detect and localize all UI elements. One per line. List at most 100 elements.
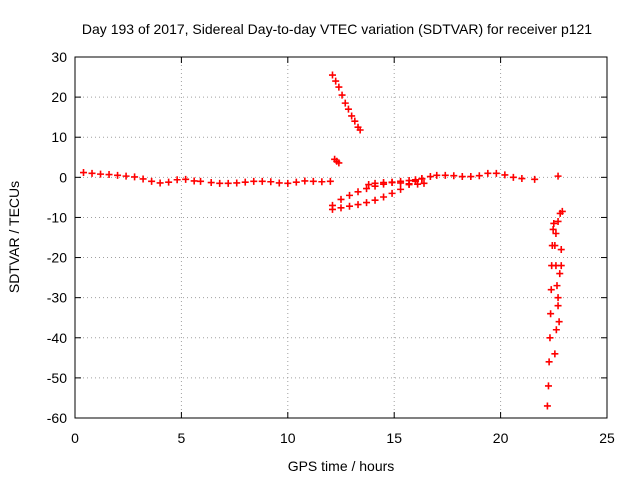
data-point xyxy=(114,171,122,179)
data-point xyxy=(553,282,561,290)
data-point xyxy=(267,178,275,186)
data-point xyxy=(363,199,371,207)
series-mid-band xyxy=(365,178,428,189)
x-tick-label: 10 xyxy=(280,430,296,446)
data-point xyxy=(556,270,564,278)
data-point xyxy=(354,201,362,209)
series-group xyxy=(80,71,566,410)
data-point xyxy=(397,185,405,193)
data-point xyxy=(88,169,96,177)
data-point xyxy=(405,180,413,188)
data-point xyxy=(335,159,343,167)
series-short-cluster xyxy=(331,155,343,167)
x-tick-label: 15 xyxy=(386,430,402,446)
data-point xyxy=(549,225,557,233)
data-point xyxy=(365,181,373,189)
data-point xyxy=(131,173,139,181)
data-point xyxy=(275,179,283,187)
data-point xyxy=(554,302,562,310)
data-point xyxy=(233,179,241,187)
data-point xyxy=(241,178,249,186)
data-point xyxy=(543,402,551,410)
data-point xyxy=(344,105,352,113)
data-point xyxy=(337,195,345,203)
data-point xyxy=(139,175,147,183)
data-point xyxy=(458,173,466,181)
data-point xyxy=(547,310,555,318)
data-point xyxy=(326,177,334,185)
data-point xyxy=(554,172,562,180)
x-tick-label: 0 xyxy=(71,430,79,446)
x-axis-label: GPS time / hours xyxy=(288,458,395,474)
data-point xyxy=(450,172,458,180)
data-point xyxy=(545,358,553,366)
data-point xyxy=(388,189,396,197)
series-deep-descent xyxy=(543,207,566,410)
data-point xyxy=(182,175,190,183)
data-point xyxy=(467,173,475,181)
data-point xyxy=(518,175,526,183)
data-point xyxy=(122,172,130,180)
data-point xyxy=(332,77,340,85)
data-point xyxy=(354,188,362,196)
data-point xyxy=(484,169,492,177)
y-tick-label: -20 xyxy=(47,250,67,266)
data-point xyxy=(501,171,509,179)
y-tick-label: -50 xyxy=(47,370,67,386)
data-point xyxy=(552,229,560,237)
data-point xyxy=(258,177,266,185)
chart-title: Day 193 of 2017, Sidereal Day-to-day VTE… xyxy=(82,21,592,37)
data-point xyxy=(156,179,164,187)
series-main-band xyxy=(80,169,334,187)
plot-frame xyxy=(74,56,608,419)
y-tick-label: -30 xyxy=(47,290,67,306)
axis-ticks: 0 5 10 15 20 25 -60 -50 -40 -30 -20 -10 0 10 20 30 xyxy=(47,49,615,446)
data-point xyxy=(388,178,396,186)
data-point xyxy=(475,172,483,180)
data-point xyxy=(371,196,379,204)
data-point xyxy=(418,175,426,183)
data-point xyxy=(301,177,309,185)
data-point xyxy=(338,91,346,99)
data-point xyxy=(328,205,336,213)
data-point xyxy=(509,173,517,181)
data-point xyxy=(551,242,559,250)
data-point xyxy=(80,169,88,177)
data-point xyxy=(216,179,224,187)
y-tick-label: -40 xyxy=(47,330,67,346)
data-point xyxy=(554,294,562,302)
y-tick-label: -10 xyxy=(47,209,67,225)
x-tick-label: 25 xyxy=(599,430,615,446)
series-steep-descent xyxy=(328,71,364,134)
data-point xyxy=(356,126,364,134)
data-point xyxy=(547,286,555,294)
data-point xyxy=(105,171,113,179)
data-point xyxy=(371,179,379,187)
data-point xyxy=(148,177,156,185)
data-point xyxy=(441,171,449,179)
y-tick-label: 0 xyxy=(59,169,67,185)
data-point xyxy=(328,71,336,79)
y-tick-label: 30 xyxy=(51,49,67,65)
data-point xyxy=(190,177,198,185)
y-tick-label: 20 xyxy=(51,89,67,105)
data-point xyxy=(165,178,173,186)
data-point xyxy=(97,170,105,178)
data-point xyxy=(558,207,566,215)
y-axis-label: SDTVAR / TECUs xyxy=(6,181,22,293)
data-point xyxy=(346,202,354,210)
data-point xyxy=(426,173,434,181)
x-tick-label: 20 xyxy=(493,430,509,446)
data-point xyxy=(544,382,552,390)
data-point xyxy=(363,185,371,193)
data-point xyxy=(318,178,326,186)
grid xyxy=(75,57,607,418)
x-tick-label: 5 xyxy=(178,430,186,446)
data-point xyxy=(555,318,563,326)
y-tick-label: -60 xyxy=(47,410,67,426)
data-point xyxy=(348,112,356,120)
data-point xyxy=(346,191,354,199)
data-point xyxy=(380,193,388,201)
data-point xyxy=(552,326,560,334)
